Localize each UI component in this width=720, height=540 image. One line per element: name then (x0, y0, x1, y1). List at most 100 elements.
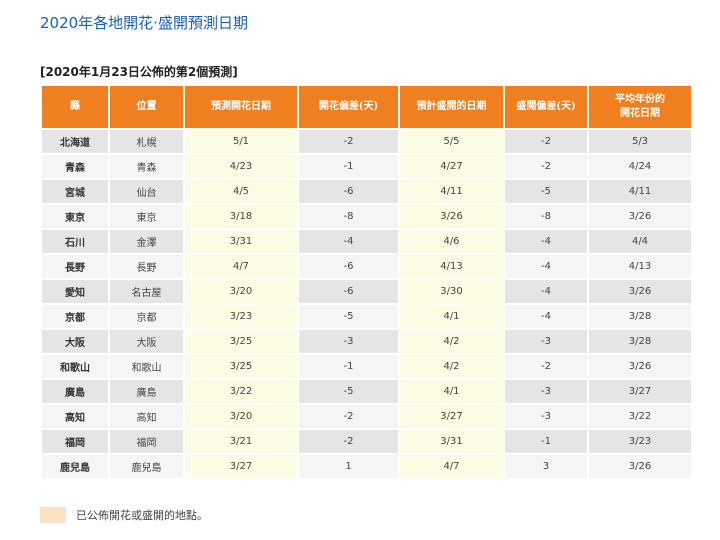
cell-bloom-deviation: -5 (299, 305, 398, 330)
header-forecast-full-bloom-date: 預計盛開的日期 (400, 86, 503, 130)
cell-prefecture: 京都 (42, 305, 108, 330)
table-row: 大阪 大阪 3/25 -3 4/2 -3 3/28 (42, 330, 691, 355)
cell-full-bloom-deviation: -5 (505, 180, 587, 205)
table-body: 北海道 札幌 5/1 -2 5/5 -2 5/3 青森 青森 4/23 -1 4/27 -2 4/24 宮城… (42, 130, 691, 480)
cell-bloom-deviation: -6 (299, 255, 398, 280)
cell-average-bloom-date: 3/26 (589, 355, 691, 380)
cell-full-bloom-deviation: -3 (505, 405, 587, 430)
cell-prefecture: 宮城 (42, 180, 108, 205)
cell-prefecture: 高知 (42, 405, 108, 430)
cell-full-bloom-deviation: -2 (505, 355, 587, 380)
cell-forecast-bloom-date: 4/23 (185, 155, 297, 180)
table-row: 青森 青森 4/23 -1 4/27 -2 4/24 (42, 155, 691, 180)
forecast-subtitle: [2020年1月23日公佈的第2個預測] (40, 65, 238, 79)
legend-text: 已公佈開花或盛開的地點。 (76, 509, 208, 522)
header-prefecture: 縣 (42, 86, 108, 130)
cell-full-bloom-deviation: -2 (505, 130, 587, 155)
cell-full-bloom-deviation: -8 (505, 205, 587, 230)
cell-full-bloom-deviation: 3 (505, 455, 587, 480)
table-row: 愛知 名古屋 3/20 -6 3/30 -4 3/26 (42, 280, 691, 305)
cell-full-bloom-deviation: -3 (505, 380, 587, 405)
table-row: 和歌山 和歌山 3/25 -1 4/2 -2 3/26 (42, 355, 691, 380)
cell-average-bloom-date: 3/27 (589, 380, 691, 405)
cell-average-bloom-date: 4/4 (589, 230, 691, 255)
cell-forecast-full-bloom-date: 5/5 (400, 130, 503, 155)
cell-bloom-deviation: -5 (299, 380, 398, 405)
cell-forecast-full-bloom-date: 4/1 (400, 380, 503, 405)
cell-forecast-bloom-date: 3/21 (185, 430, 297, 455)
table-row: 宮城 仙台 4/5 -6 4/11 -5 4/11 (42, 180, 691, 205)
cell-forecast-bloom-date: 3/31 (185, 230, 297, 255)
cell-location: 大阪 (110, 330, 183, 355)
cell-location: 青森 (110, 155, 183, 180)
cell-prefecture: 廣島 (42, 380, 108, 405)
cell-location: 和歌山 (110, 355, 183, 380)
cell-forecast-full-bloom-date: 4/2 (400, 355, 503, 380)
cell-forecast-bloom-date: 3/25 (185, 355, 297, 380)
table-header-row: 縣 位置 預測開花日期 開花偏差(天) 預計盛開的日期 盛開偏差(天) 平均年份… (42, 86, 691, 130)
cell-bloom-deviation: -8 (299, 205, 398, 230)
cell-location: 金澤 (110, 230, 183, 255)
cell-prefecture: 青森 (42, 155, 108, 180)
cell-full-bloom-deviation: -2 (505, 155, 587, 180)
cell-prefecture: 北海道 (42, 130, 108, 155)
cell-forecast-full-bloom-date: 4/2 (400, 330, 503, 355)
cell-forecast-bloom-date: 3/25 (185, 330, 297, 355)
table-row: 石川 金澤 3/31 -4 4/6 -4 4/4 (42, 230, 691, 255)
cell-location: 東京 (110, 205, 183, 230)
cell-forecast-full-bloom-date: 4/27 (400, 155, 503, 180)
cell-forecast-bloom-date: 4/5 (185, 180, 297, 205)
cell-forecast-bloom-date: 3/18 (185, 205, 297, 230)
cell-forecast-full-bloom-date: 3/31 (400, 430, 503, 455)
cell-forecast-full-bloom-date: 4/13 (400, 255, 503, 280)
cell-prefecture: 長野 (42, 255, 108, 280)
cell-bloom-deviation: -2 (299, 405, 398, 430)
cell-prefecture: 石川 (42, 230, 108, 255)
cell-forecast-full-bloom-date: 4/11 (400, 180, 503, 205)
cell-full-bloom-deviation: -4 (505, 255, 587, 280)
cell-full-bloom-deviation: -4 (505, 230, 587, 255)
header-location: 位置 (110, 86, 183, 130)
cell-forecast-bloom-date: 3/27 (185, 455, 297, 480)
header-forecast-bloom-date: 預測開花日期 (185, 86, 297, 130)
cell-bloom-deviation: -1 (299, 355, 398, 380)
cell-average-bloom-date: 4/13 (589, 255, 691, 280)
cell-forecast-bloom-date: 3/22 (185, 380, 297, 405)
cell-forecast-bloom-date: 5/1 (185, 130, 297, 155)
cell-bloom-deviation: 1 (299, 455, 398, 480)
cell-bloom-deviation: -2 (299, 130, 398, 155)
header-average-bloom-date: 平均年份的 開花日期 (589, 86, 691, 130)
cell-full-bloom-deviation: -1 (505, 430, 587, 455)
cell-forecast-bloom-date: 3/23 (185, 305, 297, 330)
cell-average-bloom-date: 3/28 (589, 305, 691, 330)
cell-prefecture: 東京 (42, 205, 108, 230)
table-row: 東京 東京 3/18 -8 3/26 -8 3/26 (42, 205, 691, 230)
cell-average-bloom-date: 5/3 (589, 130, 691, 155)
cell-average-bloom-date: 3/23 (589, 430, 691, 455)
cell-bloom-deviation: -4 (299, 230, 398, 255)
cell-prefecture: 鹿兒島 (42, 455, 108, 480)
table-row: 長野 長野 4/7 -6 4/13 -4 4/13 (42, 255, 691, 280)
cell-forecast-full-bloom-date: 4/7 (400, 455, 503, 480)
cell-forecast-full-bloom-date: 3/30 (400, 280, 503, 305)
cell-full-bloom-deviation: -4 (505, 280, 587, 305)
header-average-bloom-date-label: 平均年份的 開花日期 (615, 94, 665, 119)
cell-average-bloom-date: 3/22 (589, 405, 691, 430)
cell-bloom-deviation: -3 (299, 330, 398, 355)
cell-location: 高知 (110, 405, 183, 430)
cell-forecast-bloom-date: 3/20 (185, 280, 297, 305)
cell-full-bloom-deviation: -4 (505, 305, 587, 330)
cell-forecast-full-bloom-date: 4/1 (400, 305, 503, 330)
cell-average-bloom-date: 3/26 (589, 205, 691, 230)
cell-forecast-full-bloom-date: 4/6 (400, 230, 503, 255)
cell-forecast-bloom-date: 3/20 (185, 405, 297, 430)
page-title: 2020年各地開花‧盛開預測日期 (40, 14, 248, 32)
header-bloom-deviation: 開花偏差(天) (299, 86, 398, 130)
table-row: 廣島 廣島 3/22 -5 4/1 -3 3/27 (42, 380, 691, 405)
cell-location: 仙台 (110, 180, 183, 205)
cell-location: 名古屋 (110, 280, 183, 305)
header-full-bloom-deviation: 盛開偏差(天) (505, 86, 587, 130)
legend-swatch (40, 507, 66, 523)
cell-average-bloom-date: 4/24 (589, 155, 691, 180)
cell-forecast-bloom-date: 4/7 (185, 255, 297, 280)
